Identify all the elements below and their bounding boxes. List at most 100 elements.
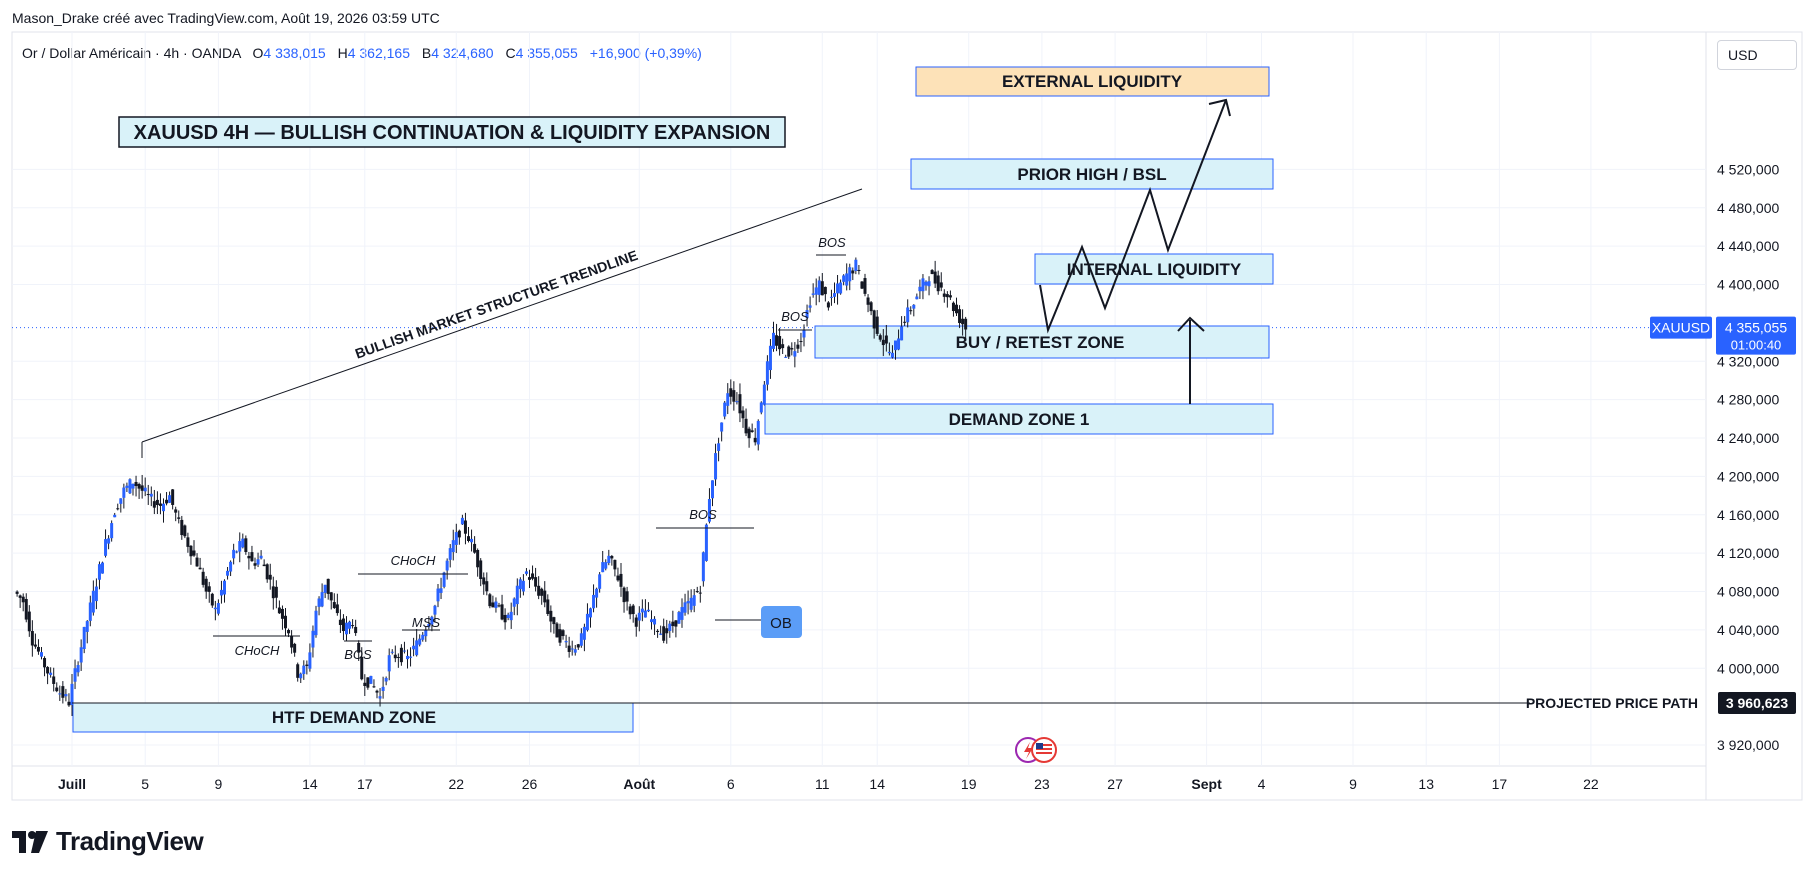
- flash-glyph-icon: [1024, 742, 1033, 759]
- candle-body: [750, 430, 754, 433]
- candle-body: [915, 296, 919, 300]
- candle-body: [27, 611, 31, 632]
- candle-body: [909, 310, 913, 312]
- candle-body: [775, 335, 779, 346]
- high-value: 4 362,165: [347, 45, 411, 61]
- demand-zone-1[interactable]: DEMAND ZONE 1: [764, 403, 1274, 435]
- candle-body: [55, 687, 59, 692]
- candle-body: [756, 420, 760, 445]
- change-value: +16,900 (+0,39%): [589, 45, 702, 61]
- candle-body: [412, 645, 416, 650]
- candle-body: [534, 577, 538, 587]
- external-liquidity-zone[interactable]: EXTERNAL LIQUIDITY: [915, 66, 1270, 97]
- htf-demand-zone[interactable]: HTF DEMAND ZONE: [72, 702, 634, 733]
- candle-body: [625, 591, 629, 602]
- candle-body: [171, 489, 175, 505]
- candle-body: [787, 346, 791, 357]
- candle-body: [384, 677, 388, 682]
- y-tick-label: 4 440,000: [1717, 238, 1779, 254]
- candle-body: [265, 564, 269, 580]
- candle-body: [921, 278, 925, 292]
- candle-body: [192, 550, 196, 556]
- candle-body: [854, 259, 858, 271]
- x-tick-label: 5: [141, 776, 149, 792]
- candle-body: [189, 545, 193, 557]
- candle-body: [174, 509, 178, 513]
- candle-body: [726, 393, 730, 406]
- candle-body: [567, 645, 571, 652]
- candle-body: [927, 281, 931, 287]
- candle-body: [634, 617, 638, 627]
- candle-body: [399, 647, 403, 663]
- candle-body: [497, 605, 501, 607]
- candle-body: [46, 667, 50, 674]
- candle-body: [616, 575, 620, 581]
- candle-body: [308, 652, 312, 669]
- candle-body: [457, 530, 461, 538]
- candle-body: [598, 574, 602, 589]
- candle-body: [723, 402, 727, 417]
- candle-body: [875, 316, 879, 334]
- bos-label-1: BOS: [344, 647, 372, 662]
- prior-high-zone[interactable]: PRIOR HIGH / BSL: [910, 158, 1274, 190]
- candle-body: [134, 481, 138, 487]
- candle-body: [738, 394, 742, 414]
- candle-body: [765, 361, 769, 385]
- x-tick-label: 23: [1034, 776, 1050, 792]
- candle-body: [122, 487, 126, 498]
- candle-body: [323, 584, 327, 593]
- candle-body: [79, 647, 83, 663]
- candle-body: [900, 326, 904, 341]
- candle-body: [467, 536, 470, 541]
- order-block-badge[interactable]: OB: [761, 606, 802, 638]
- candle-body: [97, 564, 101, 580]
- candle-body: [369, 675, 373, 684]
- candle-body: [198, 567, 202, 570]
- candle-body: [137, 483, 141, 489]
- x-tick-label: 14: [302, 776, 318, 792]
- trendline[interactable]: [141, 188, 863, 443]
- candle-body: [528, 577, 531, 580]
- candle-body: [784, 356, 788, 358]
- y-tick-label: 4 400,000: [1717, 277, 1779, 293]
- candle-body: [213, 607, 217, 610]
- candle-body: [506, 614, 510, 619]
- candle-body: [149, 493, 153, 497]
- candle-body: [707, 499, 711, 522]
- x-tick-label: 9: [1349, 776, 1357, 792]
- candle-body: [884, 335, 888, 344]
- candle-body: [58, 693, 62, 695]
- candle-body: [366, 677, 370, 688]
- flag-stripe-icon: [1036, 744, 1052, 746]
- candle-body: [180, 519, 184, 536]
- candle-body: [387, 655, 391, 672]
- candle-body: [704, 524, 708, 561]
- mss-label: MSS: [412, 615, 441, 630]
- candle-body: [945, 294, 949, 298]
- economic-events-icons[interactable]: [1015, 737, 1057, 763]
- candle-body: [91, 590, 95, 613]
- tradingview-logo[interactable]: TradingView: [12, 826, 204, 857]
- choch-label-2: CHoCH: [391, 553, 436, 568]
- candle-body: [158, 503, 162, 506]
- candle-body: [549, 610, 553, 622]
- bos-label-2: BOS: [689, 507, 717, 522]
- time-axis: Juill 5 9 14 17 22 26 Août 6 11 14 19 23 27 Sept 4 9 13 17…: [58, 776, 1599, 792]
- candle-body: [460, 517, 464, 525]
- candle-body: [299, 673, 303, 679]
- candle-body: [351, 625, 355, 627]
- y-tick-label: 4 280,000: [1717, 392, 1779, 408]
- candle-body: [101, 562, 104, 574]
- currency-button[interactable]: USD: [1717, 40, 1797, 70]
- candle-body: [823, 286, 827, 295]
- candle-body: [906, 307, 910, 323]
- candle-body: [238, 541, 242, 552]
- candle-body: [229, 561, 233, 572]
- candle-body: [674, 620, 678, 627]
- candle-body: [735, 401, 739, 403]
- candle-body: [680, 607, 684, 620]
- candle-body: [524, 571, 528, 574]
- x-tick-label: 22: [1583, 776, 1599, 792]
- internal-liquidity-zone[interactable]: INTERNAL LIQUIDITY: [1034, 253, 1274, 285]
